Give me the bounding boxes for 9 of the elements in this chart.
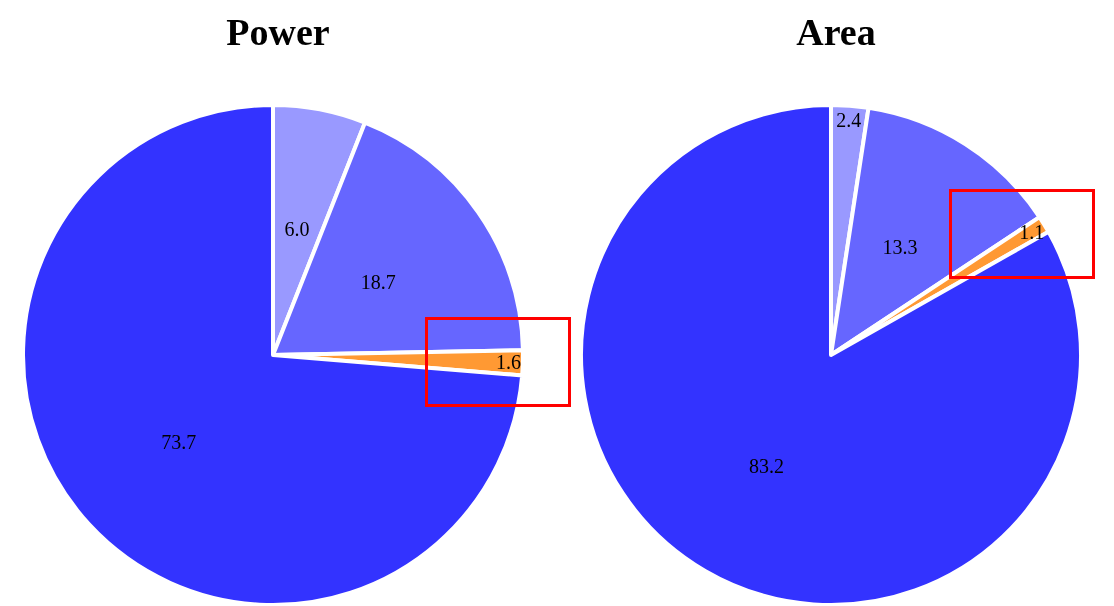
data-label: 18.7 [360,271,396,294]
data-label: 2.4 [836,109,862,132]
data-label: 6.0 [284,218,310,241]
chart-title: Area [796,11,876,53]
data-label: 13.3 [882,236,918,259]
data-label: 73.7 [161,430,197,453]
data-label: 83.2 [749,454,785,477]
chart-title: Power [226,11,330,53]
data-label: 1.6 [495,351,521,374]
